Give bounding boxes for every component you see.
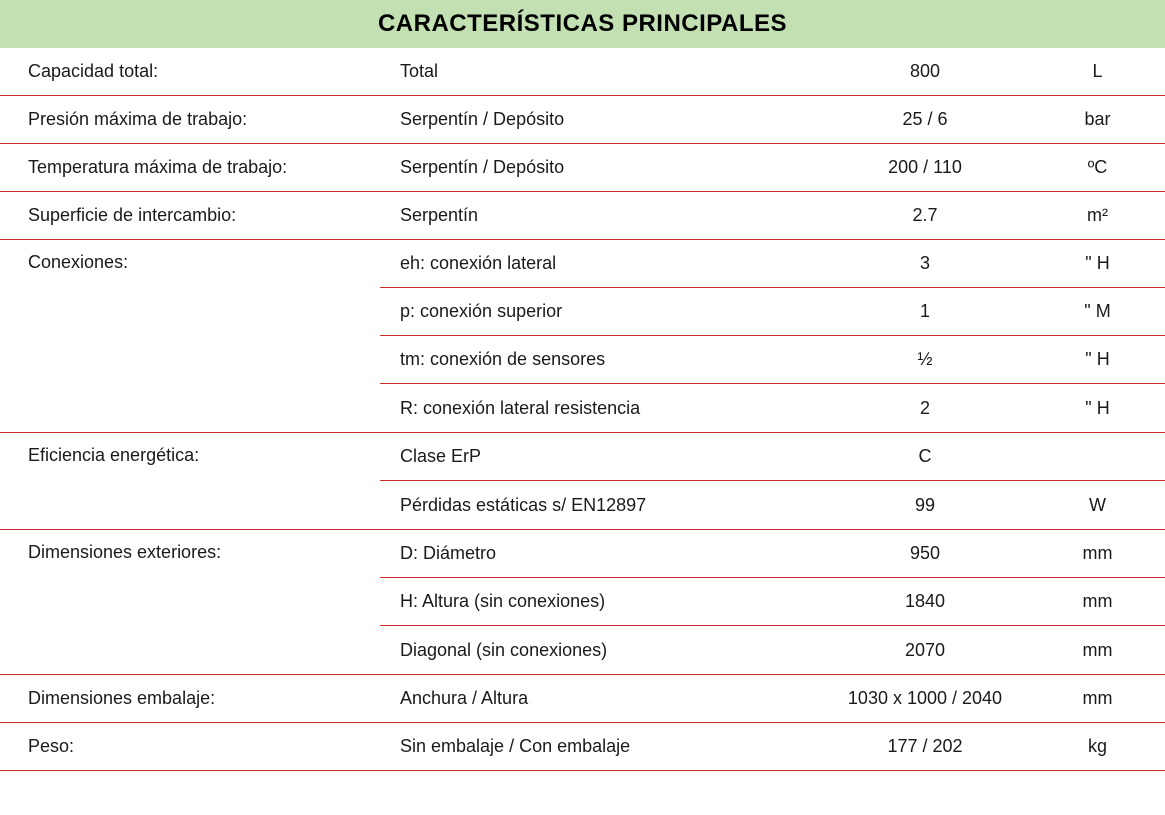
row-value: 950 xyxy=(800,543,1050,564)
row-unit: W xyxy=(1050,495,1165,516)
row-desc: Anchura / Altura xyxy=(380,676,800,721)
row-value: C xyxy=(800,446,1050,467)
row-desc: Pérdidas estáticas s/ EN12897 xyxy=(380,483,800,528)
row-value: 2070 xyxy=(800,640,1050,661)
row-desc: Sin embalaje / Con embalaje xyxy=(380,724,800,769)
table-row-group: Conexiones:eh: conexión lateral3" Hp: co… xyxy=(0,240,1165,433)
table-sub-row: Diagonal (sin conexiones)2070mm xyxy=(380,626,1165,674)
row-value: ½ xyxy=(800,349,1050,370)
row-desc: Serpentín xyxy=(380,193,800,238)
row-value: 2.7 xyxy=(800,205,1050,226)
row-value: 3 xyxy=(800,253,1050,274)
table-row: Peso:Sin embalaje / Con embalaje177 / 20… xyxy=(0,723,1165,771)
row-label: Superficie de intercambio: xyxy=(0,193,380,238)
row-label: Capacidad total: xyxy=(0,49,380,94)
row-label: Presión máxima de trabajo: xyxy=(0,97,380,142)
table-row: Dimensiones embalaje:Anchura / Altura103… xyxy=(0,675,1165,723)
table-sub-row: D: Diámetro950mm xyxy=(380,530,1165,578)
row-unit: L xyxy=(1050,61,1165,82)
row-value: 99 xyxy=(800,495,1050,516)
table-row-group: Eficiencia energética:Clase ErPCPérdidas… xyxy=(0,433,1165,530)
row-value: 2 xyxy=(800,398,1050,419)
sub-rows: Clase ErPCPérdidas estáticas s/ EN128979… xyxy=(380,433,1165,529)
row-value: 1030 x 1000 / 2040 xyxy=(800,688,1050,709)
table-row: Capacidad total:Total800L xyxy=(0,48,1165,96)
row-label: Dimensiones embalaje: xyxy=(0,676,380,721)
table-row: Superficie de intercambio:Serpentín2.7m² xyxy=(0,192,1165,240)
row-unit: " H xyxy=(1050,349,1165,370)
row-label: Dimensiones exteriores: xyxy=(0,530,380,674)
row-value: 25 / 6 xyxy=(800,109,1050,130)
row-unit: " H xyxy=(1050,398,1165,419)
sub-rows: D: Diámetro950mmH: Altura (sin conexione… xyxy=(380,530,1165,674)
table-sub-row: R: conexión lateral resistencia2" H xyxy=(380,384,1165,432)
table-row: Temperatura máxima de trabajo:Serpentín … xyxy=(0,144,1165,192)
table-sub-row: Pérdidas estáticas s/ EN1289799W xyxy=(380,481,1165,529)
row-unit: kg xyxy=(1050,736,1165,757)
row-desc: D: Diámetro xyxy=(380,531,800,576)
table-title: CARACTERÍSTICAS PRINCIPALES xyxy=(0,0,1165,48)
row-unit: ºC xyxy=(1050,157,1165,178)
row-unit: mm xyxy=(1050,543,1165,564)
row-unit: m² xyxy=(1050,205,1165,226)
spec-table: CARACTERÍSTICAS PRINCIPALES Capacidad to… xyxy=(0,0,1165,771)
row-value: 1840 xyxy=(800,591,1050,612)
row-label: Temperatura máxima de trabajo: xyxy=(0,145,380,190)
row-value: 200 / 110 xyxy=(800,157,1050,178)
row-label: Eficiencia energética: xyxy=(0,433,380,529)
row-desc: p: conexión superior xyxy=(380,289,800,334)
table-row-group: Dimensiones exteriores:D: Diámetro950mmH… xyxy=(0,530,1165,675)
row-desc: eh: conexión lateral xyxy=(380,241,800,286)
table-sub-row: p: conexión superior1" M xyxy=(380,288,1165,336)
row-desc: R: conexión lateral resistencia xyxy=(380,386,800,431)
row-label: Peso: xyxy=(0,724,380,769)
row-unit: mm xyxy=(1050,688,1165,709)
table-sub-row: tm: conexión de sensores½" H xyxy=(380,336,1165,384)
row-unit: " M xyxy=(1050,301,1165,322)
table-sub-row: H: Altura (sin conexiones)1840mm xyxy=(380,578,1165,626)
row-value: 1 xyxy=(800,301,1050,322)
row-unit: mm xyxy=(1050,640,1165,661)
row-desc: Clase ErP xyxy=(380,434,800,479)
row-desc: tm: conexión de sensores xyxy=(380,337,800,382)
row-value: 800 xyxy=(800,61,1050,82)
row-desc: H: Altura (sin conexiones) xyxy=(380,579,800,624)
table-body: Capacidad total:Total800LPresión máxima … xyxy=(0,48,1165,771)
table-row: Presión máxima de trabajo:Serpentín / De… xyxy=(0,96,1165,144)
table-sub-row: eh: conexión lateral3" H xyxy=(380,240,1165,288)
row-desc: Serpentín / Depósito xyxy=(380,97,800,142)
row-desc: Total xyxy=(380,49,800,94)
sub-rows: eh: conexión lateral3" Hp: conexión supe… xyxy=(380,240,1165,432)
row-value: 177 / 202 xyxy=(800,736,1050,757)
row-label: Conexiones: xyxy=(0,240,380,432)
row-desc: Serpentín / Depósito xyxy=(380,145,800,190)
row-unit: mm xyxy=(1050,591,1165,612)
row-unit: " H xyxy=(1050,253,1165,274)
row-unit: bar xyxy=(1050,109,1165,130)
row-desc: Diagonal (sin conexiones) xyxy=(380,628,800,673)
table-sub-row: Clase ErPC xyxy=(380,433,1165,481)
